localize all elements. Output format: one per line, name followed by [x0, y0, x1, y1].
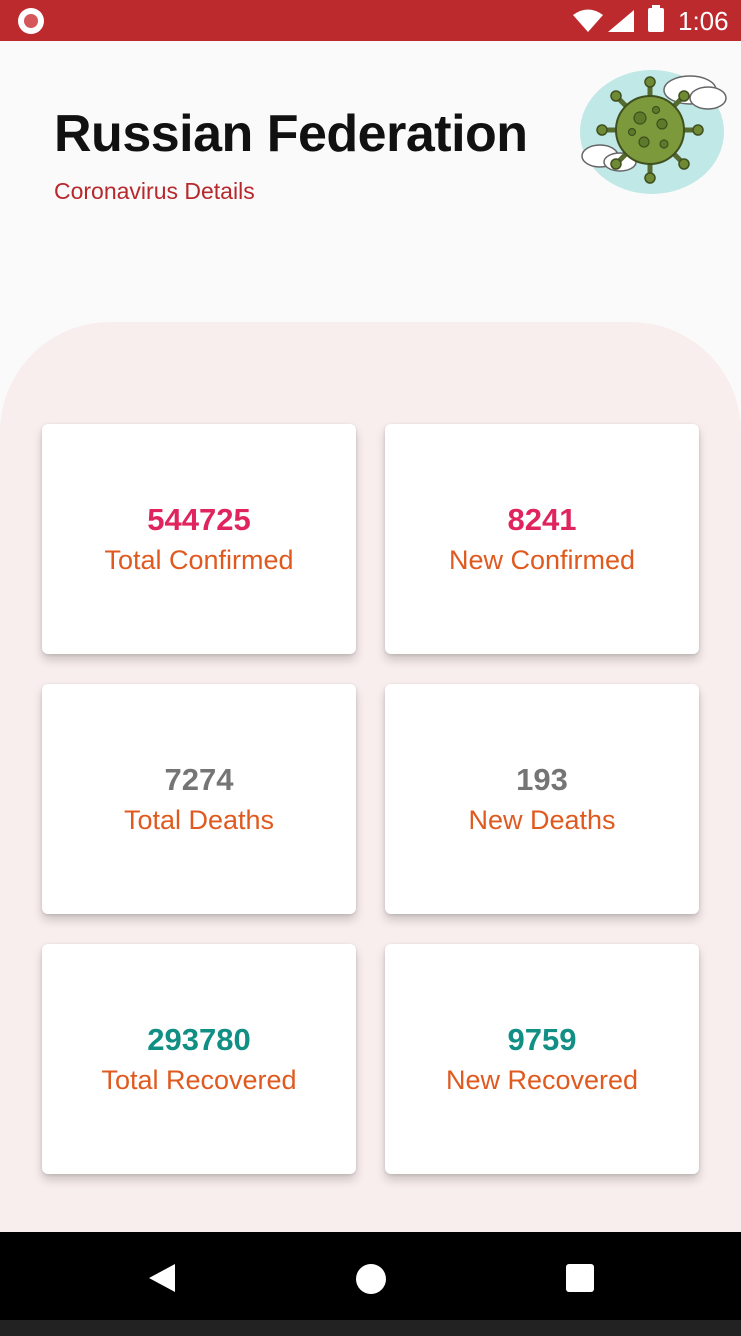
signal-icon	[608, 10, 634, 32]
nav-bar-strip	[0, 1320, 741, 1336]
new-recovered-label: New Recovered	[445, 1065, 639, 1095]
back-icon[interactable]	[147, 1262, 177, 1294]
total-recovered-value: 293780	[147, 1022, 251, 1057]
home-icon[interactable]	[356, 1264, 386, 1294]
virus-illustration	[580, 70, 727, 194]
total-confirmed-value: 544725	[147, 502, 251, 537]
card-total-confirmed[interactable]: 544725 Total Confirmed	[42, 424, 356, 654]
wifi-icon	[573, 9, 603, 32]
new-recovered-value: 9759	[507, 1022, 577, 1057]
status-time: 1:06	[678, 6, 729, 36]
status-bar: 1:06	[0, 0, 741, 41]
new-confirmed-label: New Confirmed	[448, 545, 636, 575]
new-confirmed-value: 8241	[507, 502, 577, 537]
total-deaths-value: 7274	[164, 762, 234, 797]
page-subtitle: Coronavirus Details	[54, 178, 255, 204]
page-title: Russian Federation	[54, 105, 528, 163]
battery-icon	[648, 5, 664, 32]
card-new-deaths[interactable]: 193 New Deaths	[385, 684, 699, 914]
total-deaths-label: Total Deaths	[123, 805, 275, 835]
recents-icon[interactable]	[566, 1264, 594, 1292]
recording-icon	[18, 8, 44, 34]
card-total-deaths[interactable]: 7274 Total Deaths	[42, 684, 356, 914]
card-new-recovered[interactable]: 9759 New Recovered	[385, 944, 699, 1174]
new-deaths-value: 193	[516, 762, 568, 797]
new-deaths-label: New Deaths	[468, 805, 616, 835]
card-total-recovered[interactable]: 293780 Total Recovered	[42, 944, 356, 1174]
total-recovered-label: Total Recovered	[101, 1065, 297, 1095]
navigation-bar	[0, 1232, 741, 1336]
card-new-confirmed[interactable]: 8241 New Confirmed	[385, 424, 699, 654]
total-confirmed-label: Total Confirmed	[104, 545, 294, 575]
